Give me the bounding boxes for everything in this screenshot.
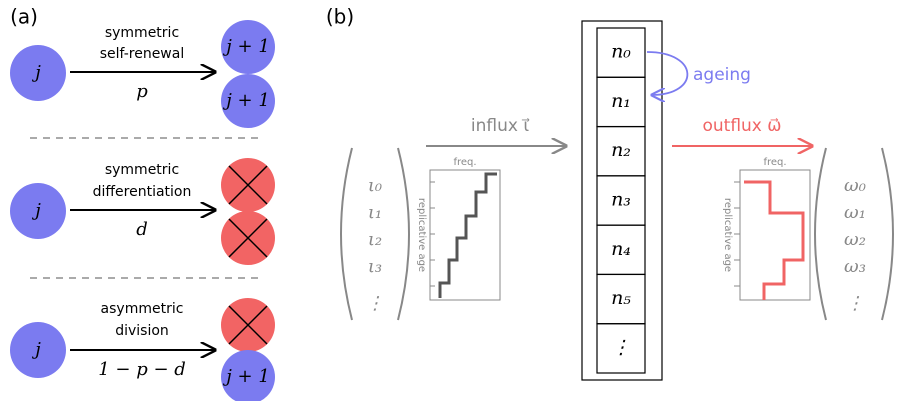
vector-entry: ω₀ — [844, 175, 866, 196]
paren — [340, 147, 353, 321]
paren — [397, 147, 410, 321]
hist-ticks — [430, 181, 435, 287]
product: j + 1 — [222, 90, 270, 111]
process: symmetric — [105, 162, 179, 178]
vector-entry: ω₃ — [844, 256, 866, 277]
compartment — [596, 323, 646, 374]
dead-cell — [221, 298, 275, 352]
dead-cell — [221, 158, 275, 212]
influx-label: influx ι⃗ — [471, 116, 530, 136]
product: j + 1 — [222, 36, 270, 57]
dead-cell — [221, 211, 275, 265]
rate: d — [136, 219, 148, 240]
vector-entry: ω₁ — [844, 202, 866, 223]
rate: 1 − p − d — [98, 359, 186, 380]
compartment-label: ⋮ — [612, 336, 631, 358]
compartment-label: n₀ — [611, 41, 631, 63]
process: division — [115, 323, 169, 339]
panel-label: (b) — [326, 5, 354, 29]
outflux-distribution — [744, 180, 805, 300]
vector-entry: ω₂ — [844, 229, 866, 250]
rate: p — [136, 81, 148, 102]
compartment-label: n₂ — [611, 139, 631, 161]
compartment-label: n₅ — [611, 287, 631, 309]
process: symmetric — [105, 25, 179, 41]
vector-entry: ⋮ — [846, 293, 864, 314]
process: self-renewal — [100, 46, 184, 62]
hist-ticks — [734, 181, 740, 287]
source: j — [31, 62, 41, 83]
hist-x-label: freq. — [453, 157, 476, 168]
vector-entry: ι₀ — [368, 175, 382, 196]
vector-entry: ι₃ — [368, 256, 382, 277]
ageing-label: ageing — [693, 65, 751, 85]
cell-circle — [221, 74, 275, 128]
hist-x-label: freq. — [763, 157, 786, 168]
compartment-label: n₁ — [611, 90, 631, 112]
compartment-label: n₃ — [611, 189, 631, 211]
cell-circle — [10, 45, 66, 101]
vector-entry: ι₁ — [368, 202, 382, 223]
hist-frame — [429, 169, 501, 301]
influx-vector: ι₀ ι₁ ι₂ ι₃ ⋮ — [366, 175, 384, 314]
paren — [881, 147, 894, 321]
compartment-column: n₀ n₁ n₂ n₃ n₄ n₅ ⋮ — [596, 27, 646, 374]
cell-circle — [10, 183, 66, 239]
process: asymmetric — [101, 301, 184, 317]
source: j — [31, 200, 41, 221]
compartment-label: n₄ — [611, 238, 631, 260]
paren — [814, 147, 827, 321]
hist-y-label: replicative age — [722, 198, 733, 272]
cell-circle — [221, 350, 275, 401]
product: j + 1 — [222, 366, 270, 387]
vector-entry: ⋮ — [366, 293, 384, 314]
cell-circle — [10, 322, 66, 378]
vector-entry: ι₂ — [368, 229, 382, 250]
influx-distribution — [438, 172, 497, 298]
row-self-renewal: j symmetric self-renewal p j + 1 j + 1 — [10, 20, 275, 128]
row-differentiation: j symmetric differentiation d — [10, 158, 275, 265]
cell-circle — [221, 20, 275, 74]
hist-y-label: replicative age — [416, 198, 427, 272]
hist-frame — [739, 169, 811, 301]
source: j — [31, 339, 41, 360]
outflux-label: outflux ω⃗ — [702, 116, 781, 136]
process: differentiation — [93, 184, 192, 200]
ageing-arrow — [646, 51, 689, 95]
row-asymmetric: j asymmetric division 1 − p − d j + 1 — [10, 298, 275, 401]
panel-label: (a) — [10, 5, 38, 29]
column-frame — [581, 20, 663, 381]
outflux-vector: ω₀ ω₁ ω₂ ω₃ ⋮ — [844, 175, 866, 314]
